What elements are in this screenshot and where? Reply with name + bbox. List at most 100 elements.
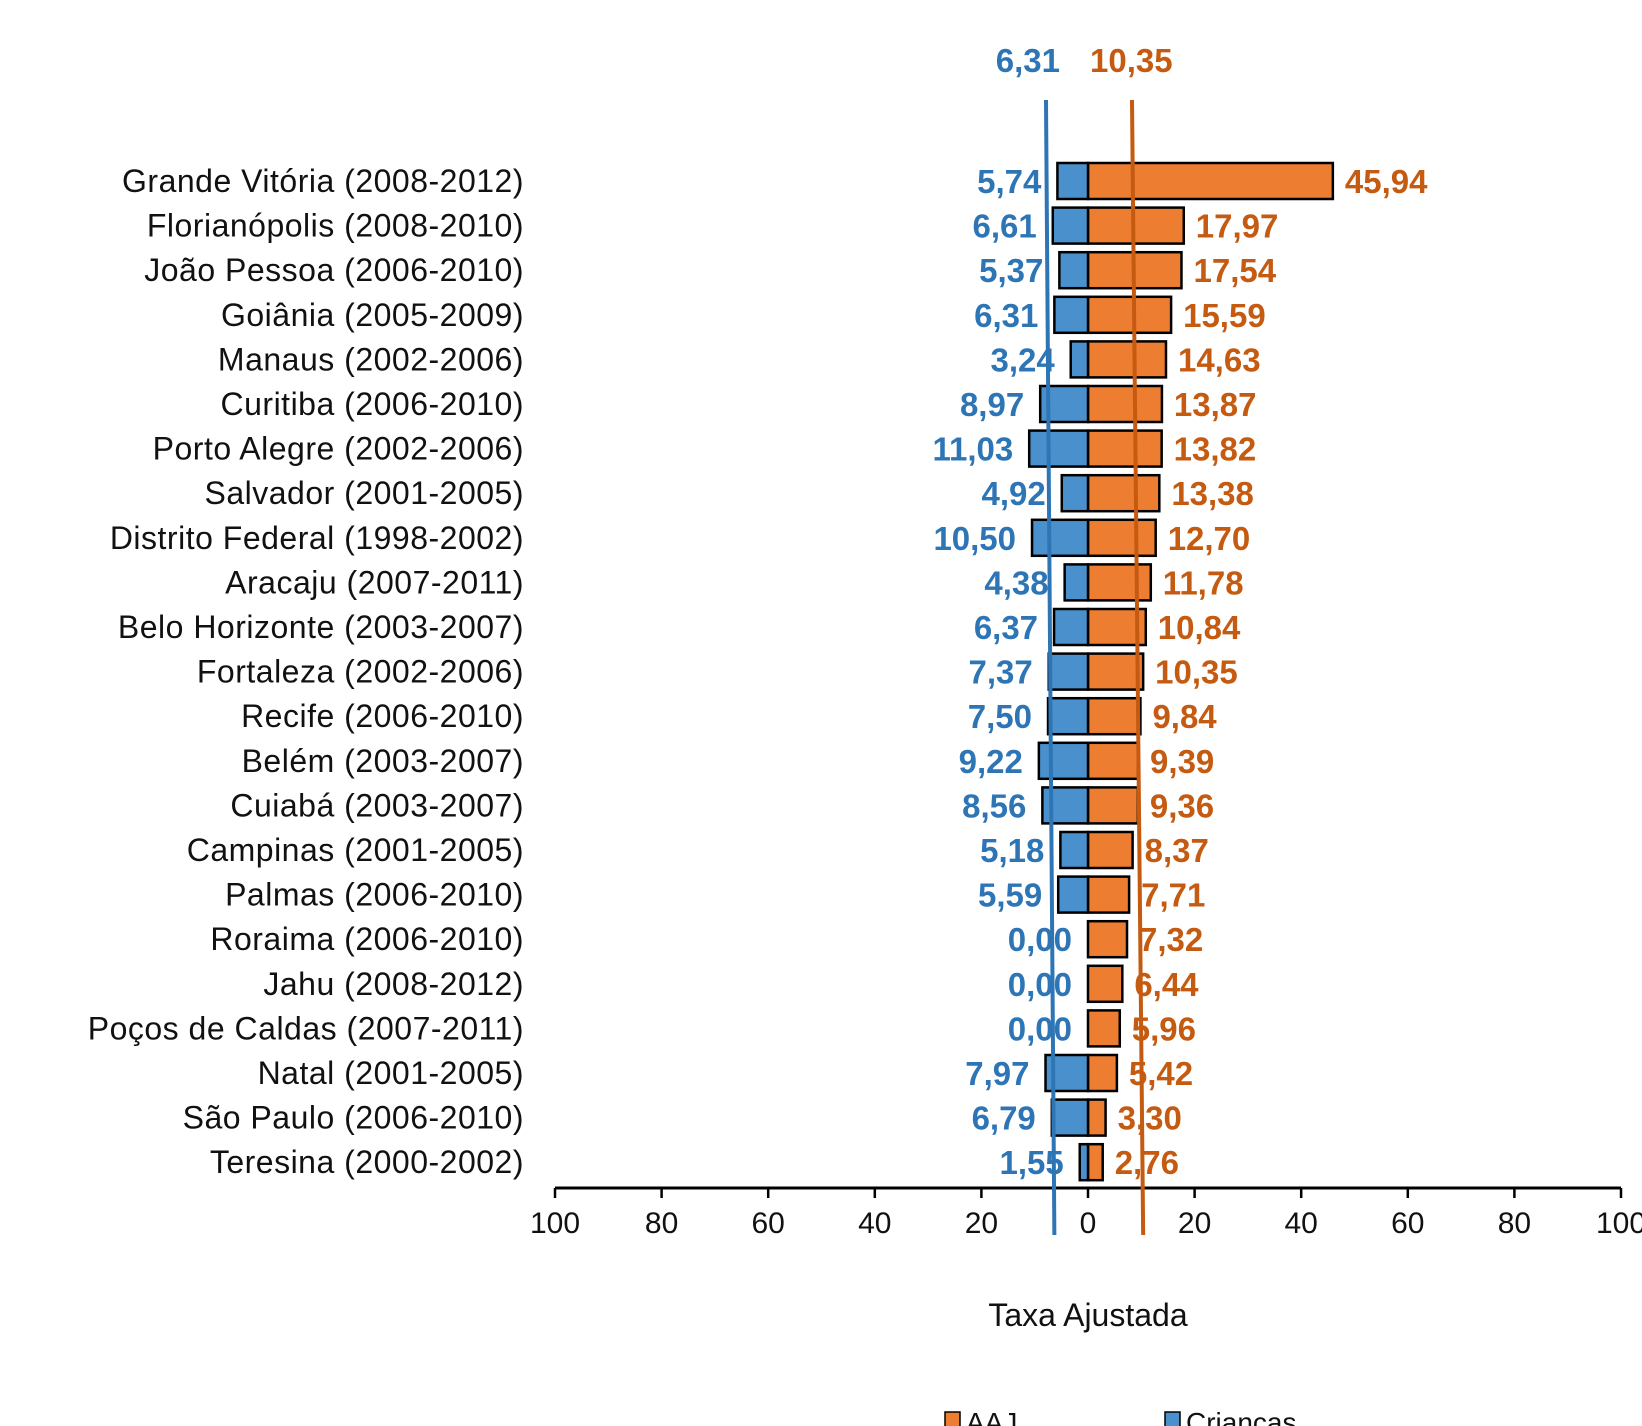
bar-aaj: [1086, 741, 1140, 781]
bar-aaj: [1086, 1053, 1119, 1093]
bar-criancas: [1051, 206, 1090, 245]
x-tick-label: 80: [1498, 1207, 1531, 1240]
data-label-aaj: 13,82: [1174, 431, 1257, 468]
category-label: Teresina (2000-2002): [210, 1144, 524, 1180]
category-label: Roraima (2006-2010): [210, 921, 524, 957]
category-label: Goiânia (2005-2009): [221, 297, 524, 333]
data-label-criancas: 5,18: [980, 832, 1044, 869]
x-tick-label: 60: [752, 1207, 785, 1240]
category-label: Palmas (2006-2010): [225, 877, 524, 913]
category-label: Grande Vitória (2008-2012): [122, 163, 524, 199]
data-label-criancas: 6,79: [972, 1100, 1036, 1137]
bar-aaj: [1086, 161, 1335, 201]
bar-aaj: [1086, 384, 1164, 424]
x-axis: 100 80 60 40 20 0 20 40 60 80 100: [530, 1186, 1642, 1240]
category-label: Manaus (2002-2006): [218, 341, 524, 377]
bar-aaj: [1086, 206, 1186, 245]
category-label: Belém (2003-2007): [242, 743, 524, 779]
data-label-aaj: 3,30: [1118, 1100, 1182, 1137]
category-label: Florianópolis (2008-2010): [147, 208, 524, 244]
bar-aaj: [1086, 1098, 1107, 1137]
x-tick-label: 20: [1178, 1207, 1211, 1240]
data-label-aaj: 11,78: [1163, 564, 1244, 601]
bar-criancas: [1037, 741, 1090, 781]
data-label-aaj: 15,59: [1183, 297, 1266, 334]
data-label-aaj: 17,97: [1196, 208, 1279, 245]
category-label: Fortaleza (2002-2006): [197, 654, 524, 690]
data-label-aaj: 10,84: [1158, 609, 1241, 646]
data-label-aaj: 7,71: [1141, 877, 1205, 914]
data-label-aaj: 2,76: [1115, 1144, 1179, 1181]
data-label-criancas: 7,97: [965, 1055, 1029, 1092]
data-label-criancas: 11,03: [932, 431, 1013, 468]
category-label: Curitiba (2006-2010): [221, 386, 525, 422]
legend-label: Crianças: [1186, 1407, 1296, 1426]
data-label-aaj: 17,54: [1193, 252, 1276, 289]
bar-criancas: [1053, 295, 1090, 335]
data-label-aaj: 14,63: [1178, 341, 1261, 378]
bar-criancas: [1060, 473, 1090, 513]
reference-label: 6,31: [996, 42, 1060, 79]
bar-criancas: [1069, 340, 1090, 379]
bar-aaj: [1086, 429, 1163, 468]
category-label: João Pessoa (2006-2010): [144, 252, 524, 288]
data-label-criancas: 8,56: [962, 787, 1026, 824]
bar-aaj: [1086, 919, 1129, 959]
x-tick-label: 40: [858, 1207, 891, 1240]
data-label-criancas: 10,50: [933, 520, 1016, 557]
category-label: Aracaju (2007-2011): [225, 564, 524, 600]
legend-swatch: [1164, 1411, 1181, 1426]
x-tick-label: 20: [965, 1207, 998, 1240]
data-label-criancas: 0,00: [1008, 921, 1072, 958]
data-label-aaj: 45,94: [1345, 163, 1428, 200]
bar-criancas: [1056, 161, 1090, 201]
data-label-criancas: 8,97: [960, 386, 1024, 423]
data-label-criancas: 7,37: [968, 654, 1032, 691]
legend-swatch: [944, 1411, 961, 1426]
category-label: Porto Alegre (2002-2006): [153, 431, 524, 467]
category-label: Campinas (2001-2005): [187, 832, 524, 868]
data-label-criancas: 5,59: [978, 877, 1042, 914]
reference-lines: 6,31 10,35: [996, 42, 1173, 1236]
data-label-criancas: 6,31: [974, 297, 1038, 334]
bar-aaj: [1086, 786, 1140, 825]
data-label-aaj: 13,38: [1171, 475, 1254, 512]
data-label-aaj: 9,84: [1152, 698, 1217, 735]
data-label-criancas: 6,37: [974, 609, 1038, 646]
bar-criancas: [1059, 830, 1090, 870]
reference-line: [1130, 99, 1146, 1236]
bar-criancas: [1058, 250, 1090, 290]
bar-criancas: [1078, 1142, 1090, 1182]
category-label: Jahu (2008-2012): [263, 966, 524, 1002]
data-label-criancas: 4,38: [984, 564, 1048, 601]
data-label-criancas: 6,61: [973, 208, 1037, 245]
data-label-aaj: 5,42: [1129, 1055, 1193, 1092]
x-tick-label: 60: [1391, 1207, 1424, 1240]
data-label-aaj: 6,44: [1134, 966, 1199, 1003]
bar-aaj: [1086, 1142, 1104, 1182]
bar-criancas: [1063, 563, 1090, 602]
data-label-aaj: 5,96: [1132, 1010, 1196, 1047]
data-label-aaj: 12,70: [1168, 520, 1251, 557]
category-label: Salvador (2001-2005): [204, 475, 524, 511]
data-label-aaj: 7,32: [1139, 921, 1203, 958]
category-label: Distrito Federal (1998-2002): [110, 520, 524, 556]
x-axis-title: Taxa Ajustada: [988, 1297, 1187, 1333]
bar-aaj: [1086, 964, 1124, 1004]
category-label: Natal (2001-2005): [258, 1055, 524, 1091]
x-tick-label: 100: [1596, 1207, 1642, 1240]
data-label-aaj: 9,36: [1150, 787, 1214, 824]
bar-aaj: [1086, 696, 1142, 736]
data-label-criancas: 1,55: [1000, 1144, 1064, 1181]
bar-criancas: [1047, 652, 1090, 691]
bar-criancas: [1046, 696, 1090, 736]
labels-layer: Grande Vitória (2008-2012) 45,94 5,74 Flori…: [88, 163, 1428, 1181]
data-label-aaj: 10,35: [1155, 654, 1238, 691]
bar-aaj: [1086, 340, 1168, 379]
data-label-criancas: 4,92: [982, 475, 1046, 512]
category-label: Poços de Caldas (2007-2011): [88, 1010, 524, 1046]
data-label-criancas: 5,74: [977, 163, 1042, 200]
bar-aaj: [1086, 295, 1173, 335]
bar-aaj: [1086, 875, 1131, 914]
